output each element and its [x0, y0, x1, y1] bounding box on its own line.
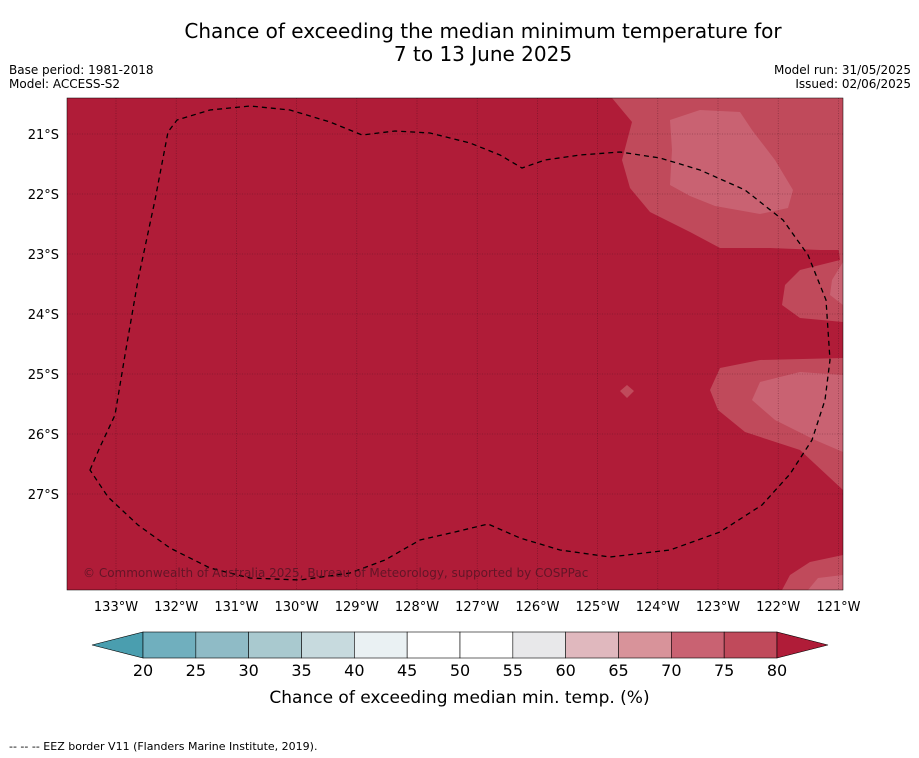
eez-border: [89, 105, 831, 581]
colorbar-box: [406, 631, 461, 659]
colorbar-tick: 35: [291, 661, 311, 680]
colorbar-box: [354, 631, 408, 659]
lon-label: 124°W: [636, 600, 680, 615]
colorbar-tick: 30: [238, 661, 258, 680]
lon-label: 125°W: [576, 600, 620, 615]
region-70-75-east: [830, 262, 843, 305]
colorbar-tick: 65: [608, 661, 628, 680]
lon-label: 123°W: [696, 600, 740, 615]
meta-right: Model run: 31/05/2025 Issued: 02/06/2025: [774, 63, 911, 91]
model-run: Model run: 31/05/2025: [773, 63, 911, 77]
colorbar-box: [723, 631, 778, 659]
lon-label: 129°W: [335, 600, 379, 615]
colorbar-label: Chance of exceeding median min. temp. (%…: [269, 688, 650, 708]
region-75-80-east: [782, 215, 843, 322]
meta-left: Base period: 1981-2018 Model: ACCESS-S2: [9, 63, 154, 91]
colorbar-tick: 20: [133, 661, 153, 680]
model-name: Model: ACCESS-S2: [9, 77, 121, 91]
colorbar-tick: 45: [397, 661, 417, 680]
region-70-75-southeast: [752, 372, 843, 452]
region-70-75-south-corner: [808, 575, 843, 590]
chart-title-line2: 7 to 13 June 2025: [393, 42, 573, 66]
colorbar-tick-labels: 20 25 30 35 40 45 50 55 60 65 70 75 80: [133, 661, 787, 680]
base-period: Base period: 1981-2018: [9, 63, 154, 77]
colorbar-tick: 55: [503, 661, 523, 680]
colorbar-boxes: [142, 631, 778, 659]
lat-label: 24°S: [28, 308, 59, 323]
colorbar-low-extend: [91, 631, 144, 659]
lon-label: 131°W: [214, 600, 258, 615]
lon-label: 128°W: [395, 600, 439, 615]
map-gridlines: [67, 98, 843, 590]
colorbar-box: [248, 631, 302, 659]
lon-label: 133°W: [94, 600, 138, 615]
colorbar-box: [301, 631, 355, 659]
colorbar-tick: 70: [661, 661, 681, 680]
footnote: -- -- -- EEZ border V11 (Flanders Marine…: [9, 740, 318, 753]
colorbar-tick: 40: [344, 661, 364, 680]
chart-title-line1: Chance of exceeding the median minimum t…: [184, 19, 782, 43]
colorbar-tick: 60: [555, 661, 575, 680]
lat-label: 21°S: [28, 128, 59, 143]
lat-label: 26°S: [28, 428, 59, 443]
colorbar-box: [142, 631, 197, 659]
lat-label: 22°S: [28, 188, 59, 203]
colorbar-box: [565, 631, 619, 659]
region-70-75-north: [670, 110, 793, 214]
lon-label: 126°W: [515, 600, 559, 615]
lat-label: 25°S: [28, 368, 59, 383]
colorbar: 20 25 30 35 40 45 50 55 60 65 70 75 80: [91, 631, 829, 680]
colorbar-box: [512, 631, 566, 659]
colorbar-tick: 75: [714, 661, 734, 680]
colorbar-high-extend: [776, 631, 829, 659]
issued-date: Issued: 02/06/2025: [795, 77, 911, 91]
colorbar-box: [459, 631, 514, 659]
lon-label: 130°W: [275, 600, 319, 615]
colorbar-box: [671, 631, 725, 659]
longitude-labels: 133°W 132°W 131°W 130°W 129°W 128°W 127°W 126°W…: [94, 600, 861, 615]
region-75-80-small: [620, 385, 634, 398]
lon-label: 121°W: [816, 600, 860, 615]
lon-label: 132°W: [154, 600, 198, 615]
lon-label: 127°W: [455, 600, 499, 615]
latitude-labels: 21°S 22°S 23°S 24°S 25°S 26°S 27°S: [28, 128, 59, 503]
colorbar-box: [618, 631, 672, 659]
colorbar-tick: 80: [767, 661, 787, 680]
colorbar-tick: 50: [450, 661, 470, 680]
colorbar-tick: 25: [186, 661, 206, 680]
lat-label: 27°S: [28, 488, 59, 503]
lon-label: 122°W: [756, 600, 800, 615]
map-frame: [66, 97, 844, 591]
lat-label: 23°S: [28, 248, 59, 263]
colorbar-box: [195, 631, 249, 659]
copyright-notice: © Commonwealth of Australia 2025, Bureau…: [83, 566, 588, 580]
